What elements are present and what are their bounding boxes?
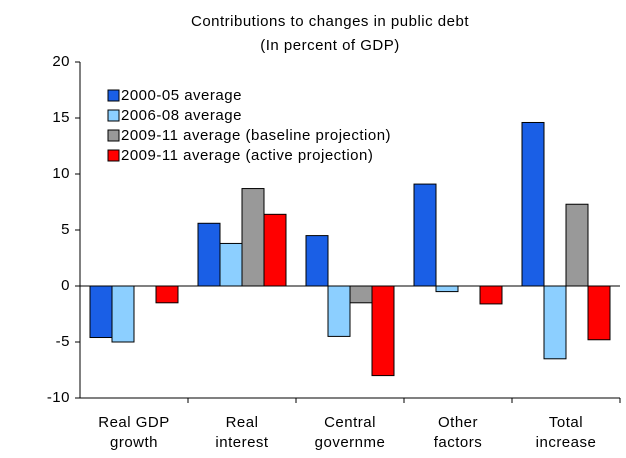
y-tick-label: -5 xyxy=(56,333,70,350)
y-tick-label: 10 xyxy=(52,165,70,182)
bar xyxy=(521,121,545,287)
x-tick-label: factors xyxy=(434,434,483,451)
bar xyxy=(327,285,351,337)
x-tick-label: interest xyxy=(215,434,269,451)
legend-swatch xyxy=(107,129,120,142)
legend-label: 2009-11 average (active projection) xyxy=(121,147,373,164)
bar xyxy=(435,285,459,293)
bar xyxy=(241,188,265,287)
bar xyxy=(89,285,113,339)
y-tick-label: 5 xyxy=(61,221,70,238)
bar xyxy=(263,213,287,287)
x-tick-label: growth xyxy=(110,434,158,451)
bar xyxy=(543,285,567,360)
bar xyxy=(305,235,329,287)
chart-title: Contributions to changes in public debt xyxy=(191,13,469,30)
legend-swatch xyxy=(107,89,120,102)
y-tick-label: 0 xyxy=(61,277,70,294)
bar xyxy=(197,222,221,287)
x-tick-label: Real xyxy=(226,414,259,431)
bar xyxy=(349,285,373,304)
legend-label: 2000-05 average xyxy=(121,87,242,104)
bar xyxy=(219,242,243,287)
x-tick-label: increase xyxy=(536,434,597,451)
x-tick-label: Total xyxy=(549,414,583,431)
chart-subtitle: (In percent of GDP) xyxy=(260,37,400,54)
x-tick-label: Real GDP xyxy=(98,414,170,431)
x-tick-label: Other xyxy=(438,414,478,431)
x-tick-label: governme xyxy=(315,434,386,451)
legend-swatch xyxy=(107,149,120,162)
bar xyxy=(587,285,611,341)
bar xyxy=(371,285,395,377)
x-tick-label: Central xyxy=(324,414,376,431)
legend-label: 2006-08 average xyxy=(121,107,242,124)
bar xyxy=(413,183,437,287)
bar xyxy=(155,285,179,304)
bar xyxy=(565,203,589,287)
y-tick-label: -10 xyxy=(47,389,70,406)
y-tick-label: 15 xyxy=(52,109,70,126)
bar xyxy=(111,285,135,343)
legend-swatch xyxy=(107,109,120,122)
y-tick-label: 20 xyxy=(52,53,70,70)
legend-label: 2009-11 average (baseline projection) xyxy=(121,127,391,144)
bar xyxy=(479,285,503,305)
